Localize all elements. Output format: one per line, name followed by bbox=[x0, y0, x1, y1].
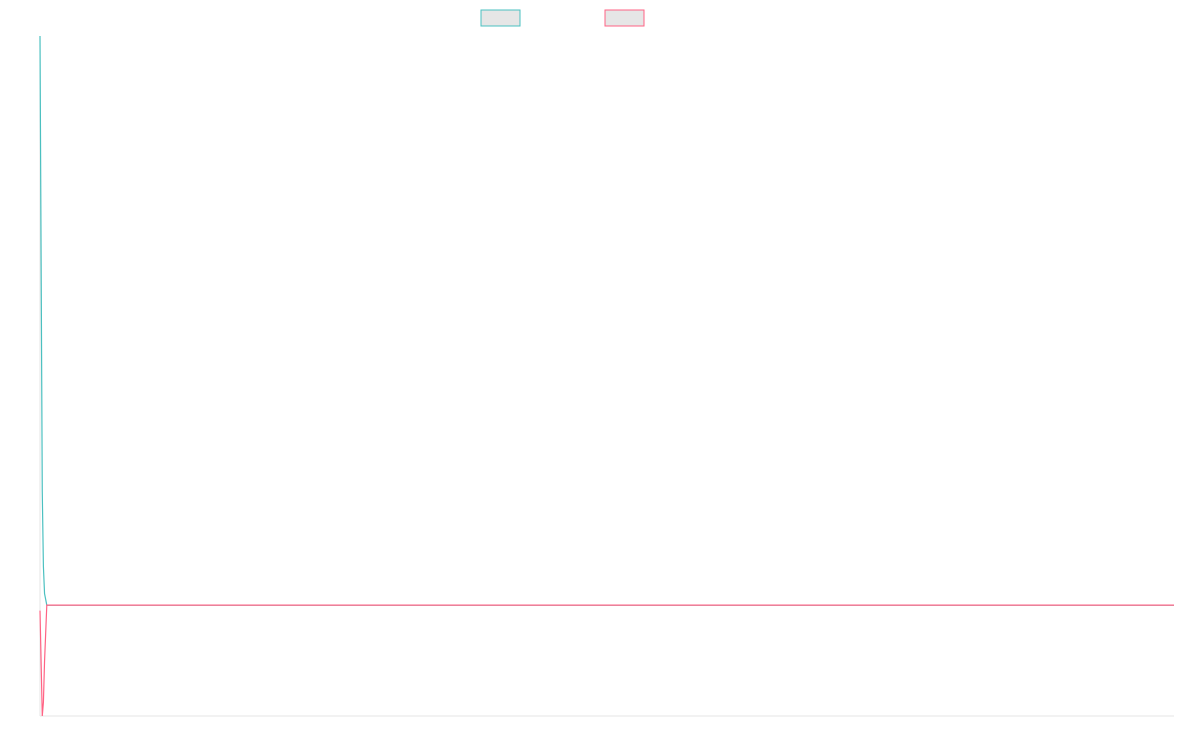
legend-swatch-2[interactable] bbox=[604, 9, 645, 27]
series-line-1 bbox=[39, 35, 1174, 606]
legend-swatch-1[interactable] bbox=[480, 9, 521, 27]
series-line-2 bbox=[39, 604, 1174, 717]
chart-series-layer bbox=[39, 35, 1174, 717]
chart-legend[interactable] bbox=[480, 9, 645, 27]
chart-axes bbox=[39, 36, 1174, 717]
